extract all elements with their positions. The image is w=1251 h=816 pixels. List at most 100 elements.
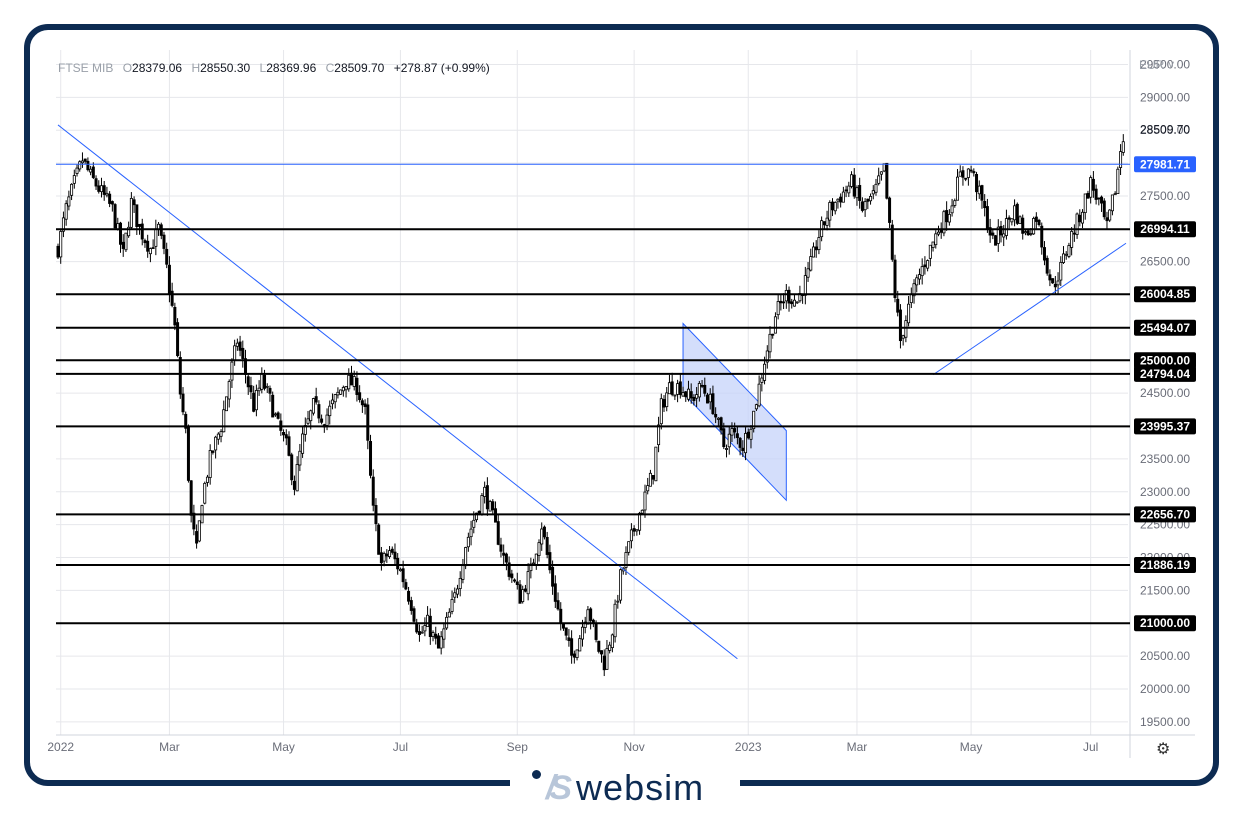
candle-body [985,206,989,230]
gear-icon[interactable]: ⚙ [1156,741,1171,758]
y-tick-label: 24500.00 [1140,386,1190,400]
candle-body [670,381,674,395]
candle-body [885,162,889,199]
candle-body [689,391,693,399]
candle-body [912,283,916,297]
candle-body [211,450,215,453]
candle-body [1078,214,1082,223]
candle-body [1026,230,1030,236]
candle-body [811,246,815,258]
candle-body [790,301,794,305]
candle-body [795,301,799,304]
candle-body [129,197,133,228]
candle-body [616,600,620,603]
candle-body [540,528,544,545]
candle-body [825,217,829,226]
candle-body [988,227,992,236]
candle-body [1010,218,1014,223]
candle-body [917,274,921,280]
candle-body [311,398,315,414]
candle-body [681,392,685,397]
candle-body [224,396,228,412]
candle-body [442,628,446,640]
candle-body [124,232,128,251]
brand-mark: /S [545,768,572,807]
candle-body [646,485,650,492]
candle-body [958,171,962,177]
candle-body [320,418,324,423]
candle-body [822,221,826,226]
open-value: 28379.06 [132,61,183,75]
candle-body [195,531,199,544]
candle-body [94,178,98,187]
candle-body [730,428,734,436]
currency-selector[interactable]: EUR ˅ [1139,58,1175,72]
trendline [57,124,738,660]
candle-body [216,433,220,440]
candle-body [401,568,405,583]
candle-body [1056,280,1060,286]
candle-body [920,266,924,277]
candle-body [1051,278,1055,284]
candle-body [339,389,343,395]
candle-body [186,426,190,481]
candle-body [352,376,356,387]
candle-body [836,198,840,202]
candle-body [61,217,65,232]
candle-body [768,333,772,353]
candle-body [888,197,892,223]
candle-body [638,512,642,531]
candle-body [648,472,652,487]
high-label: H [191,61,201,75]
candle-body [148,248,152,255]
candle-body [436,635,440,649]
candle-body [977,185,981,195]
candle-body [869,196,873,202]
candle-body [817,237,821,250]
y-tick-label: 29000.00 [1140,90,1190,104]
y-tick-label: 23000.00 [1140,485,1190,499]
level-price-tag [1134,615,1196,632]
candle-body [423,625,427,632]
candle-body [189,480,193,516]
candle-body [969,169,973,172]
candle-body [426,614,430,628]
close-label: C [325,61,335,75]
candle-body [214,436,218,451]
candle-body [931,241,935,248]
candle-body [966,168,970,178]
candle-body [192,512,196,530]
candle-body [97,185,101,192]
candle-body [271,394,275,418]
candle-body [466,536,470,548]
candle-body [651,475,655,480]
candle-body [877,175,881,184]
candle-body [1023,231,1027,234]
x-tick-label: Jul [393,740,408,754]
candle-body [792,299,796,307]
candle-body [1004,218,1008,236]
candle-body [75,167,79,174]
candle-body [404,582,408,590]
candle-body [1037,219,1041,225]
candle-body [1108,209,1112,221]
candle-body [1089,177,1093,198]
candle-body [580,626,584,640]
y-tick-label: 28500.00 [1140,123,1190,137]
candle-body [439,636,443,649]
candle-body [806,268,810,278]
candle-body [847,185,851,194]
candle-body [328,405,332,417]
candle-body [934,233,938,246]
candle-body [953,200,957,206]
y-tick-label: 19500.00 [1140,715,1190,729]
candle-body [263,374,267,389]
candle-body [1116,168,1120,195]
candle-body [254,390,258,411]
candle-body [722,428,726,448]
candle-body [1042,247,1046,261]
candle-body [1110,194,1114,212]
candle-body [475,512,479,521]
low-value: 28369.96 [266,61,317,75]
